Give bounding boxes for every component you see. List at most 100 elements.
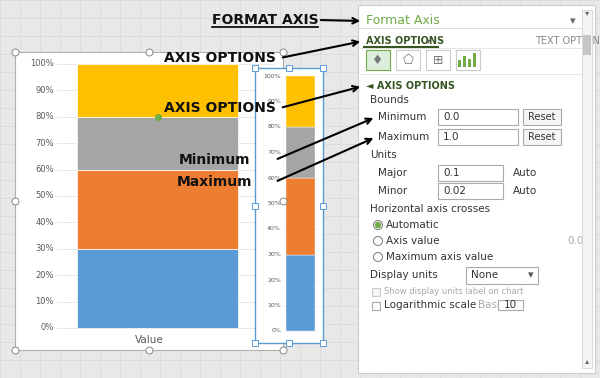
Bar	[396, 50, 420, 70]
Bar	[456, 50, 480, 70]
Bar	[438, 183, 503, 199]
Text: Show display units label on chart: Show display units label on chart	[384, 287, 523, 296]
Text: 30%: 30%	[267, 252, 281, 257]
Text: 0.02: 0.02	[443, 186, 466, 196]
Text: ◄ AXIS OPTIONS: ◄ AXIS OPTIONS	[366, 81, 455, 91]
Text: 0.0: 0.0	[567, 236, 583, 246]
Text: ⬠: ⬠	[403, 54, 413, 67]
Text: 90%: 90%	[35, 86, 54, 95]
Circle shape	[376, 223, 380, 228]
Text: Automatic: Automatic	[386, 220, 440, 230]
Text: 60%: 60%	[35, 165, 54, 174]
Bar	[286, 178, 315, 254]
Text: 0%: 0%	[41, 324, 54, 333]
Bar	[286, 76, 315, 127]
Bar	[286, 254, 315, 331]
Bar	[523, 129, 561, 145]
Text: 50%: 50%	[35, 192, 54, 200]
Circle shape	[373, 237, 383, 245]
Bar	[372, 302, 380, 310]
Text: ▾: ▾	[528, 270, 533, 280]
Circle shape	[373, 220, 383, 229]
Bar	[458, 60, 461, 67]
Bar	[582, 10, 592, 368]
Bar	[456, 50, 480, 70]
Bar	[473, 53, 476, 67]
Text: Auto: Auto	[513, 168, 537, 178]
Text: 20%: 20%	[267, 277, 281, 282]
Text: 100%: 100%	[263, 73, 281, 79]
Text: Minimum: Minimum	[378, 112, 427, 122]
Bar	[438, 129, 518, 145]
Text: Reset: Reset	[528, 112, 556, 122]
Text: Reset: Reset	[528, 132, 556, 142]
Text: AXIS OPTIONS: AXIS OPTIONS	[164, 101, 276, 115]
Text: None: None	[471, 270, 498, 280]
Text: Units: Units	[370, 150, 397, 160]
Text: 10%: 10%	[35, 297, 54, 306]
Text: Major: Major	[378, 168, 407, 178]
Text: Value: Value	[134, 335, 163, 345]
Text: Display units: Display units	[370, 270, 438, 280]
Text: 90%: 90%	[267, 99, 281, 104]
Text: Format Axis: Format Axis	[366, 14, 440, 28]
Text: 0.0: 0.0	[443, 112, 460, 122]
Bar	[286, 127, 315, 178]
Bar	[255, 68, 323, 343]
Text: 40%: 40%	[267, 226, 281, 231]
Bar	[468, 59, 471, 67]
Text: 80%: 80%	[267, 124, 281, 130]
Text: Horizontal axis crosses: Horizontal axis crosses	[370, 204, 490, 214]
Text: ▾: ▾	[585, 8, 589, 17]
Bar	[372, 288, 380, 296]
Text: ⊞: ⊞	[433, 54, 443, 67]
Text: 50%: 50%	[267, 201, 281, 206]
Text: 80%: 80%	[35, 112, 54, 121]
Text: 10: 10	[503, 300, 517, 310]
Text: Bounds: Bounds	[370, 95, 409, 105]
Text: 0.1: 0.1	[443, 168, 460, 178]
Text: FORMAT AXIS: FORMAT AXIS	[212, 13, 319, 27]
Text: AXIS OPTIONS: AXIS OPTIONS	[164, 51, 276, 65]
Bar	[358, 5, 595, 373]
Text: 20%: 20%	[35, 271, 54, 280]
Bar	[77, 64, 238, 117]
Text: ▾: ▾	[570, 16, 576, 26]
Text: 0%: 0%	[271, 328, 281, 333]
Bar	[15, 52, 283, 350]
Text: Maximum axis value: Maximum axis value	[386, 252, 493, 262]
Text: Auto: Auto	[513, 186, 537, 196]
Bar	[77, 117, 238, 170]
Bar	[77, 249, 238, 328]
Text: 70%: 70%	[35, 139, 54, 148]
Text: ▾: ▾	[426, 37, 430, 45]
Bar	[523, 109, 561, 125]
Bar	[438, 165, 503, 181]
Text: 70%: 70%	[267, 150, 281, 155]
Text: 40%: 40%	[35, 218, 54, 227]
Bar	[438, 109, 518, 125]
Text: Minimum: Minimum	[179, 153, 251, 167]
Text: Base: Base	[478, 300, 503, 310]
Bar	[583, 35, 591, 55]
Bar	[366, 50, 390, 70]
Text: Maximum: Maximum	[177, 175, 253, 189]
Text: ♦: ♦	[373, 54, 383, 67]
Bar	[77, 170, 238, 249]
Bar	[463, 56, 466, 67]
Text: Maximum: Maximum	[378, 132, 429, 142]
Text: Axis value: Axis value	[386, 236, 439, 246]
Text: 10%: 10%	[267, 303, 281, 308]
Text: 60%: 60%	[267, 175, 281, 181]
Text: 100%: 100%	[30, 59, 54, 68]
Text: TEXT OPTIONS: TEXT OPTIONS	[535, 36, 600, 46]
Circle shape	[373, 253, 383, 262]
Text: Logarithmic scale: Logarithmic scale	[384, 300, 476, 310]
Text: ▴: ▴	[585, 356, 589, 366]
Bar	[498, 300, 523, 310]
Text: Minor: Minor	[378, 186, 407, 196]
Bar	[426, 50, 450, 70]
Text: AXIS OPTIONS: AXIS OPTIONS	[366, 36, 444, 46]
Text: 1.0: 1.0	[443, 132, 460, 142]
Text: 30%: 30%	[35, 244, 54, 253]
